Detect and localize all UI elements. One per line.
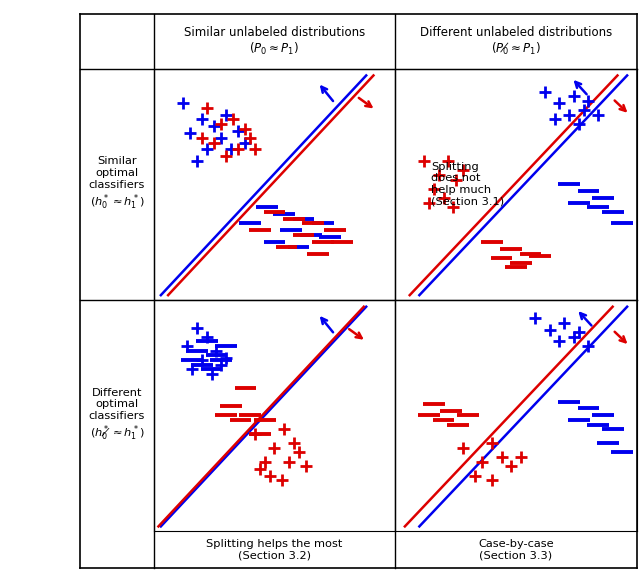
Text: Different
optimal
classifiers
$(h_0^* \not\approx h_1^*)$: Different optimal classifiers $(h_0^* \n… [88,388,145,443]
Text: Splitting helps the most
(Section 3.2): Splitting helps the most (Section 3.2) [206,539,342,560]
Text: Case-by-case
(Section 3.3): Case-by-case (Section 3.3) [478,539,554,560]
Text: Splitting
does not
help much
(Section 3.1): Splitting does not help much (Section 3.… [431,162,504,207]
Text: Similar
optimal
classifiers
$(h_0^* \approx h_1^*)$: Similar optimal classifiers $(h_0^* \app… [88,156,145,212]
Text: Different unlabeled distributions
$(P_0 \not\approx P_1)$: Different unlabeled distributions $(P_0 … [420,26,612,57]
Text: Similar unlabeled distributions
$(P_0 \approx P_1)$: Similar unlabeled distributions $(P_0 \a… [184,26,365,57]
